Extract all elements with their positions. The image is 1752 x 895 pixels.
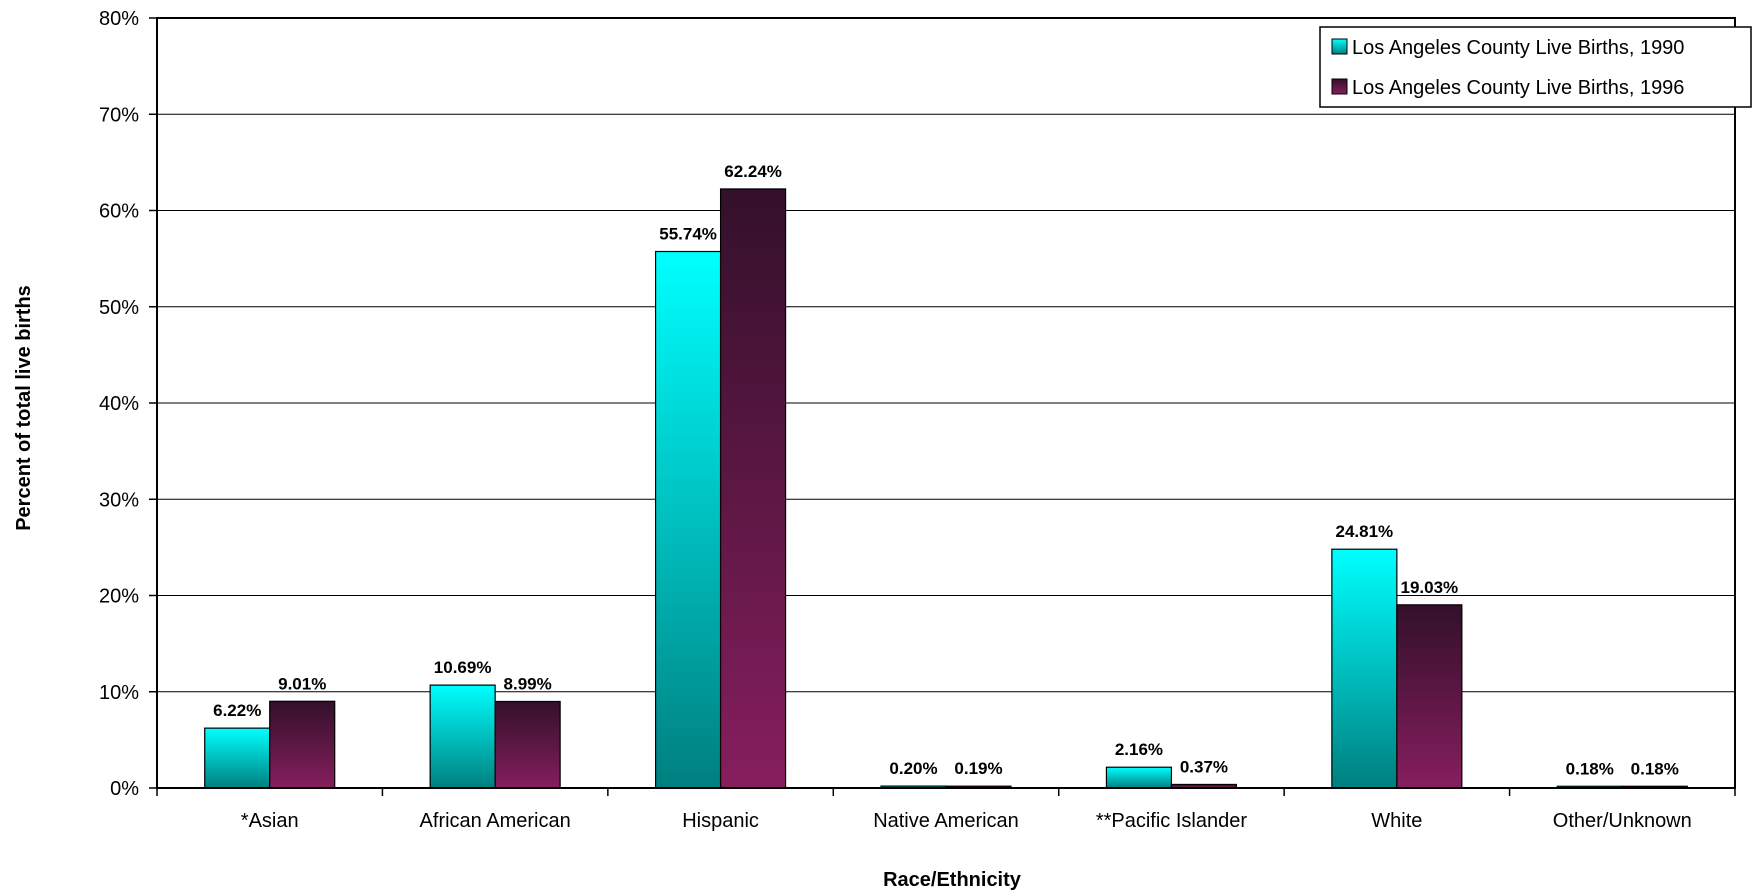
bar-1996: [269, 700, 336, 789]
x-tick-label: *Asian: [241, 810, 299, 832]
data-label: 0.37%: [1180, 757, 1228, 776]
data-label: 19.03%: [1401, 578, 1459, 597]
data-label: 9.01%: [278, 674, 326, 693]
x-tick-label: **Pacific Islander: [1096, 810, 1248, 832]
data-label: 0.18%: [1631, 759, 1679, 778]
data-labels: 6.22% 9.01% 10.69% 8.99% 55.74% 62.24% 0.20% 0.…: [213, 162, 1679, 778]
data-label: 55.74%: [659, 225, 717, 244]
data-label: 0.20%: [889, 759, 937, 778]
gridlines: [149, 17, 1736, 796]
data-label: 8.99%: [504, 674, 552, 693]
legend-swatch-1996: [1331, 78, 1348, 95]
x-tick-label: African American: [420, 810, 571, 832]
bar-1996: [494, 700, 561, 789]
bar-1990: [1331, 548, 1398, 789]
plot-area-border: [156, 17, 1736, 789]
data-label: 2.16%: [1115, 740, 1163, 759]
y-tick-label: 80%: [99, 8, 139, 30]
x-tick-label: Hispanic: [682, 810, 759, 832]
y-tick-label: 40%: [99, 393, 139, 415]
bar-1990: [1105, 766, 1173, 789]
y-tick-label: 10%: [99, 682, 139, 704]
data-label: 6.22%: [213, 701, 261, 720]
bar-1996: [719, 188, 787, 789]
legend-box: [1319, 26, 1752, 108]
y-tick-label: 0%: [110, 778, 139, 800]
y-axis-title: Percent of total live births: [13, 285, 35, 531]
x-tick-label: Native American: [873, 810, 1019, 832]
x-axis-title: Race/Ethnicity: [883, 869, 1022, 891]
bar-1990: [654, 250, 722, 789]
x-tick-label: Other/Unknown: [1553, 810, 1692, 832]
legend-label-1990: Los Angeles County Live Births, 1990: [1352, 37, 1684, 59]
data-label: 24.81%: [1336, 522, 1394, 541]
y-tick-label: 70%: [99, 104, 139, 126]
x-tick-label: White: [1371, 810, 1422, 832]
data-label: 0.18%: [1566, 759, 1614, 778]
data-label: 62.24%: [724, 162, 782, 181]
legend-swatch-1990: [1331, 38, 1348, 55]
y-tick-label: 20%: [99, 586, 139, 608]
bar-1990: [204, 727, 271, 789]
y-tick-label: 50%: [99, 297, 139, 319]
bar-1990: [429, 684, 496, 789]
x-axis-tick-labels: *Asian African American Hispanic Native Ame…: [241, 810, 1692, 832]
y-axis-tick-labels: 0% 10% 20% 30% 40% 50% 60% 70% 80%: [99, 8, 139, 800]
data-label: 0.19%: [954, 759, 1002, 778]
y-tick-label: 30%: [99, 489, 139, 511]
legend: Los Angeles County Live Births, 1990 Los…: [1319, 26, 1752, 108]
data-label: 10.69%: [434, 658, 492, 677]
bars: [204, 188, 1688, 789]
legend-label-1996: Los Angeles County Live Births, 1996: [1352, 77, 1684, 99]
y-tick-label: 60%: [99, 201, 139, 223]
bar-1996: [1396, 604, 1463, 789]
